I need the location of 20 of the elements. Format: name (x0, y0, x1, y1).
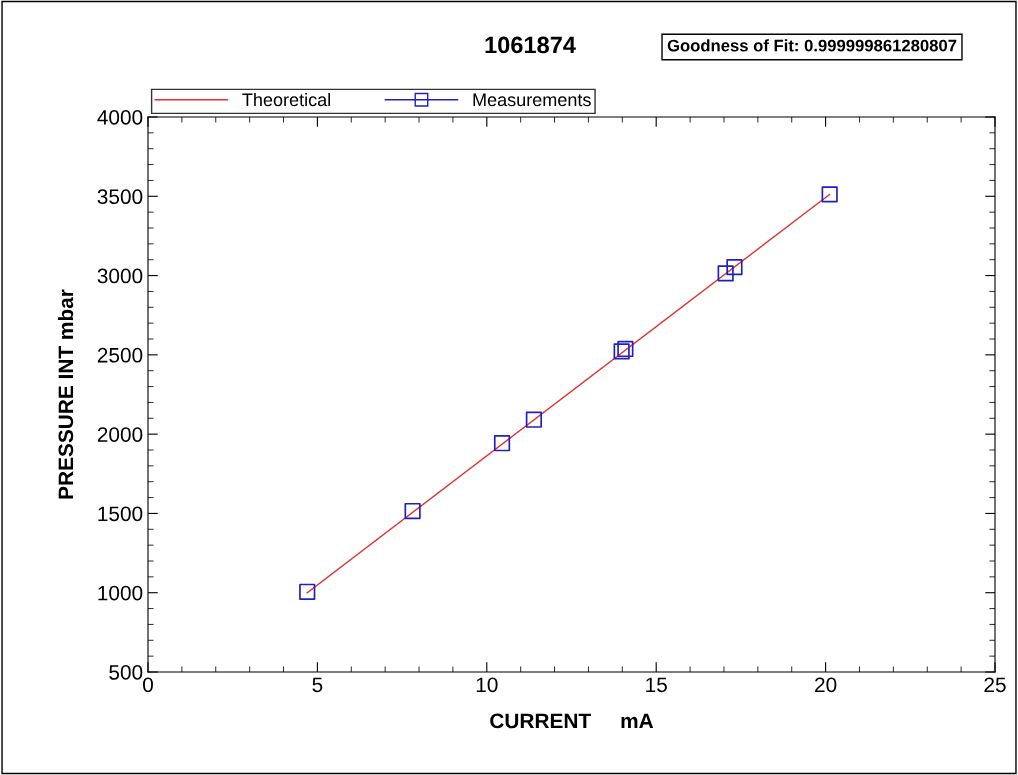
x-tick-label: 0 (143, 677, 153, 693)
x-tick-label: 15 (646, 677, 667, 693)
legend-label: Theoretical (242, 92, 330, 107)
y-tick-label: 1000 (98, 585, 143, 601)
chart-title: 1061874 (485, 36, 576, 54)
y-axis-title: PRESSURE INT mbar (57, 289, 74, 499)
x-tick-label: 20 (815, 677, 837, 693)
y-tick-label: 4000 (97, 110, 143, 125)
y-tick-label: 1500 (98, 506, 143, 522)
legend-label: Measurements (473, 93, 591, 107)
y-tick-label: 500 (109, 665, 143, 680)
x-axis-title: CURRENT mA (490, 713, 654, 729)
text: Goodness of Fit: 0.999999861280807 (667, 39, 957, 52)
x-tick-label: 25 (984, 677, 1006, 693)
y-tick-label: 2000 (97, 427, 143, 442)
y-tick-label: 3500 (97, 189, 143, 205)
y-tick-label: 2500 (97, 347, 143, 363)
y-tick-label: 3000 (97, 268, 143, 284)
x-tick-label: 5 (312, 677, 323, 693)
x-tick-label: 10 (476, 677, 498, 693)
